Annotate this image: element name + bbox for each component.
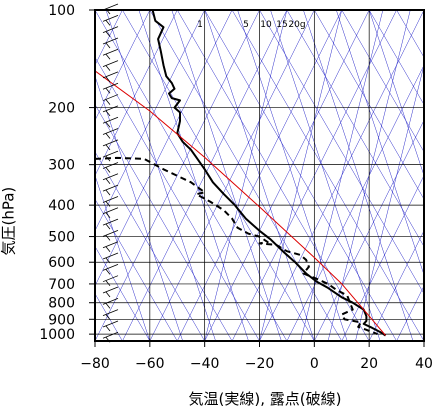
y-tick-label: 500: [48, 230, 75, 246]
wind-barb-flag: [106, 88, 110, 93]
wind-barb: [103, 332, 118, 338]
x-axis-title: 気温(実線), 露点(破線): [140, 388, 390, 409]
wind-barb: [103, 310, 118, 316]
temperature-line: [153, 10, 386, 336]
dry-adiabat-line: [0, 10, 177, 341]
dry-adiabat-line: [95, 10, 287, 341]
x-tick-label: 0: [310, 356, 319, 372]
y-tick-label: 100: [48, 3, 75, 19]
wind-barb: [103, 196, 118, 202]
y-tick-label: 400: [48, 198, 75, 214]
moist-adiabat-line: [369, 10, 435, 341]
dry-adiabat-line: [287, 10, 435, 341]
mixing-ratio-label: 10: [260, 20, 272, 30]
x-tick-label: 40: [415, 356, 433, 372]
y-tick-label: 1000: [39, 327, 75, 343]
wind-barb: [103, 61, 118, 67]
wind-barb: [103, 140, 118, 146]
isotherm-line: [424, 10, 435, 341]
isotherm-line: [397, 10, 435, 341]
wind-barb: [103, 95, 118, 101]
wind-barb: [103, 230, 118, 236]
mixing-ratio-label: 15: [276, 20, 287, 30]
y-tick-label: 800: [48, 296, 75, 312]
dry-adiabat-line: [232, 10, 424, 341]
wind-barb-flag: [106, 326, 110, 331]
isotherm-line: [369, 10, 435, 341]
wind-barb-flag: [106, 66, 110, 71]
isotherm-line: [95, 10, 260, 341]
dry-adiabat-line: [122, 10, 314, 341]
y-tick-label: 300: [48, 158, 75, 174]
wind-barb: [103, 242, 118, 248]
wind-barb: [103, 38, 118, 44]
wind-barb-flag: [106, 235, 110, 240]
dry-adiabat-line: [424, 10, 435, 341]
wind-barb-flag: [106, 269, 110, 274]
wind-barb-flag: [106, 179, 110, 184]
y-tick-label: 200: [48, 101, 75, 117]
dry-adiabat-line: [0, 10, 40, 341]
wind-barb: [103, 162, 118, 168]
mixing-ratio-line: [301, 10, 383, 341]
wind-barb: [103, 298, 118, 304]
wind-barb-flag: [106, 100, 110, 105]
mixing-ratio-line: [205, 10, 287, 341]
y-tick-label: 700: [48, 277, 75, 293]
mixing-ratio-label: 1: [197, 20, 203, 30]
y-axis-title: 気圧(hPa): [0, 195, 16, 255]
dry-adiabat-line: [0, 10, 13, 341]
wind-barb: [103, 276, 118, 282]
dry-adiabat-line: [68, 10, 260, 341]
wind-barb: [103, 321, 118, 327]
wind-barb-flag: [106, 213, 110, 218]
wind-barb: [103, 49, 118, 55]
y-tick-label: 600: [48, 255, 75, 271]
moist-adiabat-line: [73, 10, 183, 341]
wind-barb: [103, 15, 118, 21]
wind-barb: [103, 253, 118, 259]
moist-adiabat-line: [238, 10, 348, 341]
wind-barb: [103, 219, 118, 225]
dewpoint-line: [95, 158, 377, 334]
wind-barb-flag: [106, 292, 110, 297]
wind-barb-flag: [106, 281, 110, 286]
wind-barb: [103, 208, 118, 214]
wind-barb-flag: [106, 303, 110, 308]
dry-adiabat-line: [397, 10, 435, 341]
dry-adiabat-line: [369, 10, 435, 341]
wind-barb-flag: [106, 190, 110, 195]
wind-barb: [103, 287, 118, 293]
x-tick-label: −80: [80, 356, 110, 372]
mixing-ratio-label: 20g: [288, 20, 305, 30]
wind-barb-flag: [106, 43, 110, 48]
wind-barb-flag: [106, 247, 110, 252]
mixing-ratio-label: 5: [243, 20, 249, 30]
x-tick-label: −40: [190, 356, 220, 372]
x-tick-label: −20: [245, 356, 275, 372]
wind-barb: [103, 151, 118, 157]
mixing-ratio-line: [260, 10, 342, 341]
wind-barb-flag: [106, 134, 110, 139]
x-tick-label: 20: [360, 356, 378, 372]
wind-barbs: [103, 4, 118, 342]
moist-adiabat-line: [172, 10, 282, 341]
wind-barb-flag: [106, 54, 110, 59]
y-tick-label: 900: [48, 312, 75, 328]
wind-barb-flag: [106, 224, 110, 229]
isotherm-line: [287, 10, 435, 341]
x-tick-label: −60: [135, 356, 165, 372]
